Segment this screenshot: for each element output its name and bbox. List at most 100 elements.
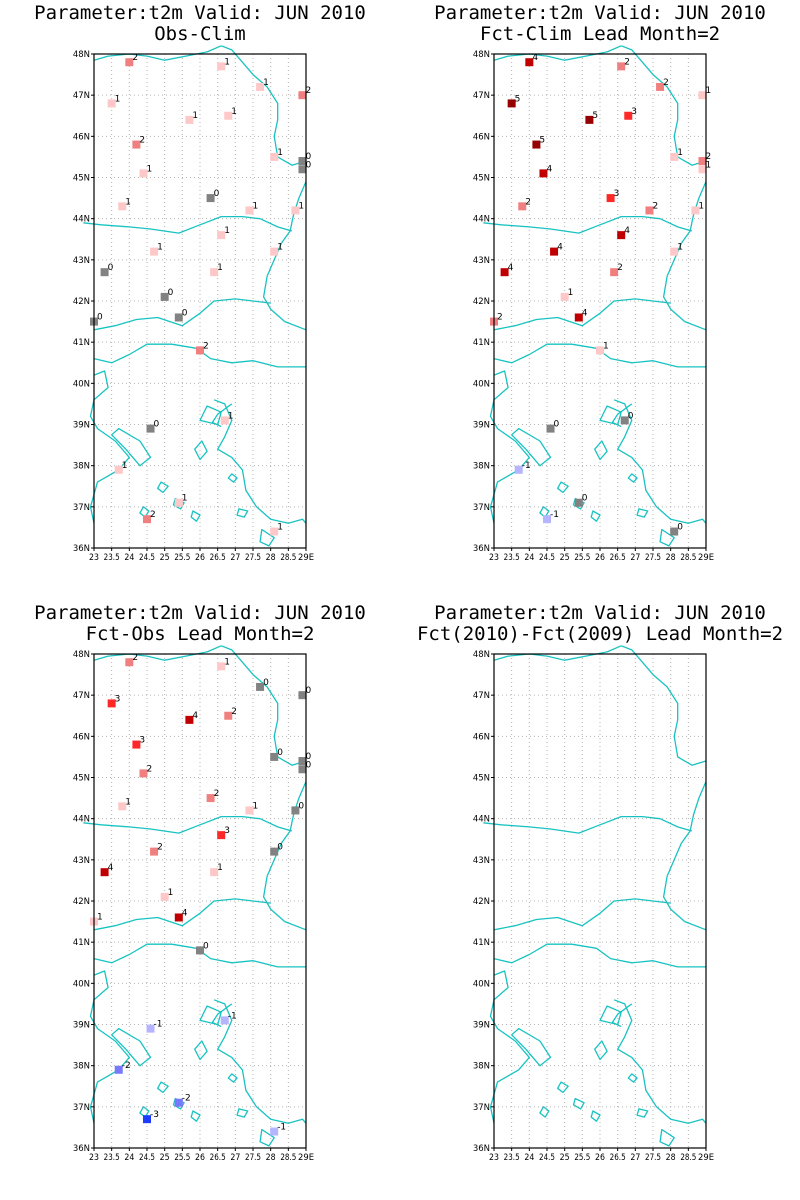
x-tick-label: 26.5: [210, 1153, 226, 1163]
y-tick-label: 46N: [73, 132, 90, 142]
y-tick-label: 43N: [473, 856, 490, 866]
station-value-label: 4: [182, 908, 188, 918]
station-value-label: 0: [108, 263, 114, 273]
station-value-label: 1: [677, 243, 683, 253]
x-tick-label: 27.5: [645, 553, 661, 563]
coastline: [613, 999, 707, 1124]
station-marker: [150, 847, 159, 856]
x-tick-label: 23.5: [504, 553, 520, 563]
x-tick-label: 24.5: [139, 1153, 155, 1163]
station-value-label: 1: [192, 111, 198, 121]
y-tick-label: 40N: [73, 379, 90, 389]
station-value-label: 1: [228, 411, 234, 421]
station-marker: [174, 1098, 183, 1107]
station-value-label: 4: [582, 308, 588, 318]
station-value-label: 2: [525, 197, 531, 207]
station-marker: [224, 711, 233, 720]
coastline: [483, 215, 693, 234]
station-marker: [174, 498, 183, 507]
y-tick-label: 40N: [473, 979, 490, 989]
station-value-label: 2: [231, 707, 237, 717]
station-value-label: 5: [539, 136, 545, 146]
station-value-label: 1: [277, 523, 283, 533]
gridlines: [494, 54, 706, 548]
station-value-label: 0: [305, 686, 311, 696]
x-tick-label: 25: [560, 1153, 570, 1163]
axis-ticks: 36N 37N 38N 39N 40N 41N 42N 43N 44N 45N 46N 47N 48N 2…: [473, 50, 714, 563]
station-marker: [139, 169, 148, 178]
island: [556, 481, 569, 494]
x-tick-label: 26: [595, 1153, 605, 1163]
station-marker: [114, 465, 123, 474]
y-tick-label: 39N: [73, 1021, 90, 1031]
station-value-label: 1: [182, 494, 188, 504]
x-tick-label: 28: [666, 1153, 676, 1163]
station-marker: [143, 1115, 151, 1124]
station-value-label: 3: [614, 189, 620, 199]
station-value-label: 1: [125, 797, 131, 807]
island: [594, 440, 608, 461]
x-tick-label: 29E: [698, 1153, 714, 1163]
station-value-label: 0: [214, 189, 220, 199]
station-marker: [518, 202, 527, 211]
station-marker: [560, 292, 569, 301]
x-tick-label: 27.5: [245, 1153, 261, 1163]
x-tick-label: 24.5: [139, 553, 155, 563]
station-marker: [514, 465, 523, 474]
y-tick-label: 36N: [473, 544, 490, 554]
station-value-label: 2: [705, 152, 711, 162]
x-tick-label: 29E: [298, 553, 314, 563]
x-tick-label: 26.5: [610, 553, 626, 563]
gridlines: [94, 654, 306, 1148]
station-value-label: 0: [628, 411, 634, 421]
station-marker: [574, 498, 583, 507]
gridlines: [494, 654, 706, 1148]
y-tick-label: 42N: [473, 897, 490, 907]
station-value-label: 1: [168, 888, 174, 898]
station-value-label: 2: [157, 843, 163, 853]
map-panel-fct-obs: Parameter:t2m Valid: JUN 2010 Fct-Obs Le…: [0, 600, 400, 1200]
station-value-label: 1: [157, 243, 163, 253]
coastline: [89, 370, 130, 524]
axis-ticks: 36N 37N 38N 39N 40N 41N 42N 43N 44N 45N 46N 47N 48N 2…: [73, 650, 314, 1163]
map-panel-fct-fct: Parameter:t2m Valid: JUN 2010 Fct(2010)-…: [400, 600, 800, 1200]
station-marker: [298, 91, 307, 100]
x-tick-label: 28.5: [280, 553, 296, 563]
station-marker: [185, 715, 194, 724]
station-value-label: 3: [631, 107, 637, 117]
station-value-label: 0: [554, 420, 560, 430]
x-tick-label: 24: [524, 1153, 534, 1163]
coastline: [220, 45, 307, 166]
station-marker: [132, 740, 141, 749]
station-marker: [118, 802, 127, 811]
x-tick-label: 24: [524, 553, 534, 563]
y-tick-label: 45N: [473, 774, 490, 784]
x-tick-label: 23.5: [104, 553, 120, 563]
station-value-label: 0: [582, 494, 588, 504]
station-marker: [217, 662, 226, 671]
island: [636, 508, 649, 518]
coastlines: [483, 645, 707, 1147]
station-marker: [256, 682, 265, 691]
station-marker: [298, 691, 307, 700]
island: [199, 1005, 222, 1026]
station-marker: [298, 157, 307, 166]
station-value-label: 2: [652, 201, 658, 211]
panel-title-line2: Obs-Clim: [154, 23, 246, 45]
y-tick-label: 43N: [473, 256, 490, 266]
station-value-label: 3: [139, 736, 145, 746]
y-tick-label: 44N: [73, 815, 90, 825]
y-tick-label: 39N: [473, 1021, 490, 1031]
y-tick-label: 48N: [73, 50, 90, 60]
station-marker: [525, 58, 534, 67]
x-tick-label: 26: [595, 553, 605, 563]
station-value-label: 4: [508, 263, 514, 273]
island: [227, 1073, 238, 1083]
station-value-label: 4: [624, 226, 630, 236]
coastline: [83, 215, 293, 234]
coastline: [93, 45, 222, 61]
y-tick-label: 42N: [473, 297, 490, 307]
station-marker: [160, 892, 169, 901]
